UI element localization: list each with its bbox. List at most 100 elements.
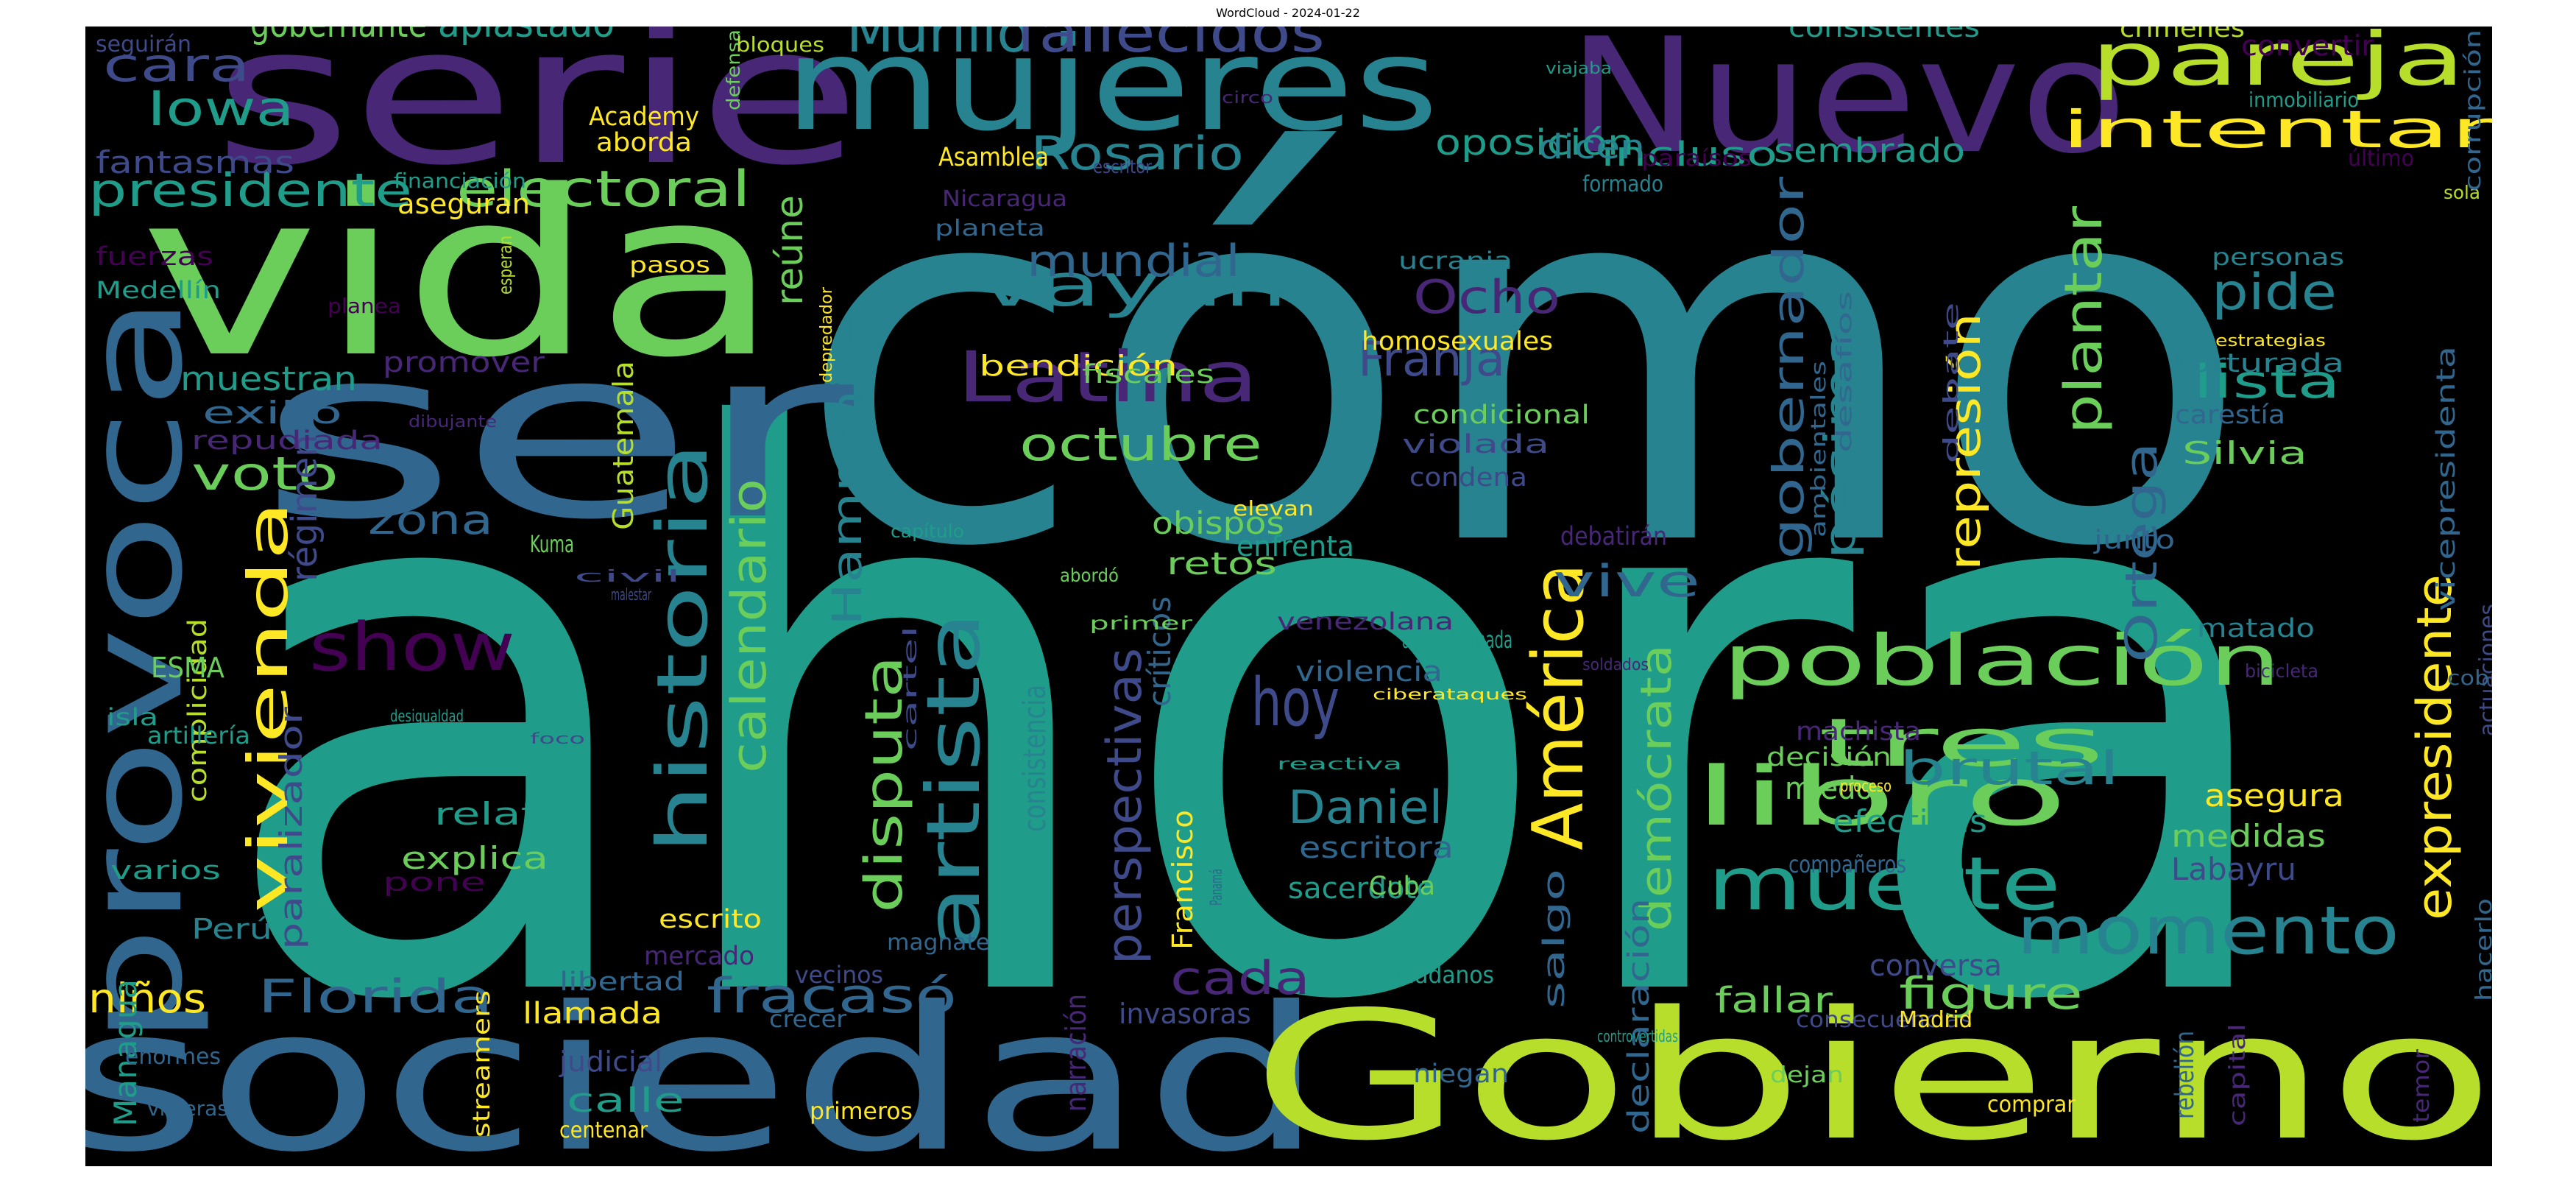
word-22: hoy xyxy=(1251,664,1340,741)
word-157: aseguran xyxy=(397,188,530,220)
word-142: corrupción xyxy=(2460,29,2486,191)
word-18: momento xyxy=(2017,892,2399,970)
word-174: capítulo xyxy=(891,521,964,542)
word-184: violencia xyxy=(1295,655,1443,688)
word-182: debatirán xyxy=(1560,522,1667,551)
word-133: matado xyxy=(2197,614,2315,643)
word-6: serie xyxy=(213,27,861,208)
word-70: muestran xyxy=(180,359,357,398)
word-178: civil xyxy=(574,568,681,586)
word-75: críticos xyxy=(1142,596,1178,707)
word-150: bloques xyxy=(736,32,824,57)
chart-title: WordCloud - 2024-01-22 xyxy=(1216,6,1360,20)
word-170: dibujante xyxy=(408,413,497,431)
word-11: intentar xyxy=(2061,99,2492,160)
word-171: depredador xyxy=(818,286,836,383)
word-139: personas xyxy=(2212,243,2344,271)
word-169: repudiada xyxy=(191,426,383,456)
word-158: Nicaragua xyxy=(942,186,1067,212)
word-108: judicial xyxy=(559,1045,662,1078)
word-12: historia xyxy=(643,442,723,854)
word-176: venezolana xyxy=(1277,607,1454,635)
word-40: incluso xyxy=(1601,135,1777,174)
word-65: vicepresidenta xyxy=(2432,346,2461,611)
word-181: enfrenta xyxy=(1236,530,1354,562)
word-20: vivienda xyxy=(236,501,300,913)
word-89: obispos xyxy=(1152,505,1284,541)
word-25: disputa xyxy=(854,655,914,913)
word-145: crímenes xyxy=(2120,27,2245,43)
word-7: mujeres xyxy=(784,27,1439,160)
word-14: población xyxy=(1722,621,2282,702)
word-39: oposición xyxy=(1435,122,1634,163)
word-197: cartel xyxy=(899,626,921,751)
word-123: Madrid xyxy=(1899,1007,1972,1033)
word-23: Latina xyxy=(957,337,1259,418)
word-42: mundial xyxy=(1027,236,1240,287)
word-48: voto xyxy=(191,447,339,501)
word-2: sociedad xyxy=(85,964,1325,1166)
word-111: primeros xyxy=(810,1097,913,1125)
word-38: aplastado xyxy=(438,27,615,46)
word-80: asegura xyxy=(2204,777,2344,814)
word-148: circo xyxy=(1222,89,1273,107)
word-183: autogobernada xyxy=(1402,626,1512,654)
word-135: Silvia xyxy=(2182,435,2307,471)
word-125: comprar xyxy=(1987,1092,2076,1118)
word-196: foco xyxy=(530,730,585,747)
word-153: aborda xyxy=(596,128,692,158)
word-16: muerte xyxy=(1708,841,2061,927)
word-194: debate xyxy=(1939,302,1963,464)
word-83: miedo xyxy=(1785,770,1873,806)
word-67: explica xyxy=(401,840,548,876)
word-103: Perú xyxy=(191,913,272,945)
word-68: vive xyxy=(1553,556,1700,607)
word-72: fantasmas xyxy=(96,144,294,180)
word-36: cara xyxy=(103,38,250,92)
word-85: decisión xyxy=(1766,743,1892,772)
word-33: fallecidos xyxy=(1016,27,1325,65)
word-24: vayan xyxy=(979,251,1288,320)
word-69: reúne xyxy=(768,195,811,306)
word-137: torturada xyxy=(2175,349,2344,378)
word-5: vida xyxy=(140,142,780,408)
word-187: reactiva xyxy=(1277,755,1402,774)
word-106: viajeras xyxy=(147,1096,228,1121)
word-132: bicicleta xyxy=(2245,660,2318,682)
word-112: llamada xyxy=(523,997,662,1031)
word-113: libertad xyxy=(559,967,684,997)
word-93: condena xyxy=(1409,463,1527,493)
word-55: pésimas xyxy=(1815,294,1865,560)
word-88: retos xyxy=(1167,546,1277,582)
word-200: escrito xyxy=(659,905,762,934)
word-35: Iowa xyxy=(147,82,294,137)
word-15: libro xyxy=(1693,750,2068,844)
word-141: último xyxy=(2348,146,2414,172)
word-177: primer xyxy=(1089,613,1193,634)
word-149: defensa xyxy=(723,29,744,110)
word-21: show xyxy=(309,609,515,686)
word-175: Kuma xyxy=(530,530,574,558)
word-77: escritora xyxy=(1299,831,1454,865)
word-59: Florida xyxy=(258,970,493,1023)
word-58: fracasó xyxy=(707,969,957,1024)
word-189: proceso xyxy=(1840,777,1892,796)
word-147: viajaba xyxy=(1546,60,1612,78)
word-90: homosexuales xyxy=(1362,327,1553,356)
word-0: ahora xyxy=(213,277,2296,1166)
word-81: medidas xyxy=(2171,818,2326,854)
word-4: ser xyxy=(258,297,858,571)
word-78: sacerdotes xyxy=(1288,872,1450,906)
word-87: salgo xyxy=(1538,869,1571,1009)
word-74: consistencia xyxy=(1016,685,1052,832)
word-160: formado xyxy=(1582,172,1663,197)
word-19: tres xyxy=(1818,705,2105,782)
word-63: fallar xyxy=(1715,980,1833,1021)
word-166: fuerzas xyxy=(96,242,213,272)
word-114: mercado xyxy=(644,942,754,971)
word-95: fiscales xyxy=(1082,360,1214,389)
word-156: financiación xyxy=(394,169,526,193)
word-54: gobernador xyxy=(1763,177,1814,560)
word-91: condicional xyxy=(1413,401,1590,430)
word-66: relata xyxy=(434,796,567,832)
